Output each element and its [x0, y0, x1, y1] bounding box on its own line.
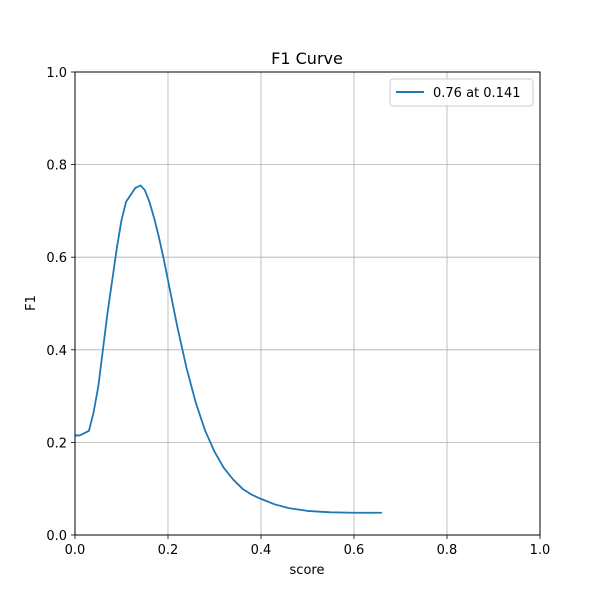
y-tick-label: 0.8	[46, 159, 67, 174]
x-tick-label: 1.0	[530, 543, 551, 558]
y-tick-label: 0.0	[46, 529, 67, 544]
legend-box	[389, 78, 534, 107]
plot-frame	[74, 71, 541, 536]
x-tick-label: 0.6	[344, 543, 365, 558]
x-tick-label: 0.8	[437, 543, 458, 558]
x-tick-label: 0.0	[65, 543, 86, 558]
legend-entry: 0.76 at 0.141	[433, 86, 521, 101]
y-tick-label: 0.4	[46, 344, 67, 359]
y-tick-label: 0.6	[46, 251, 67, 266]
x-axis-ticks: 0.0 0.2 0.4 0.6 0.8 1.0	[65, 535, 551, 558]
series-group	[75, 184, 382, 514]
grid-lines	[74, 71, 541, 536]
chart-title: F1 Curve	[271, 49, 343, 68]
x-tick-label: 0.4	[251, 543, 272, 558]
x-tick-label: 0.2	[158, 543, 179, 558]
series-line	[75, 184, 382, 514]
y-tick-label: 0.2	[46, 436, 67, 451]
y-axis-ticks: 0.0 0.2 0.4 0.6 0.8 1.0	[46, 66, 75, 544]
x-axis-label: score	[290, 563, 325, 578]
y-tick-label: 1.0	[46, 66, 67, 81]
y-axis-label: F1	[24, 295, 39, 311]
legend: 0.76 at 0.141	[389, 78, 534, 107]
